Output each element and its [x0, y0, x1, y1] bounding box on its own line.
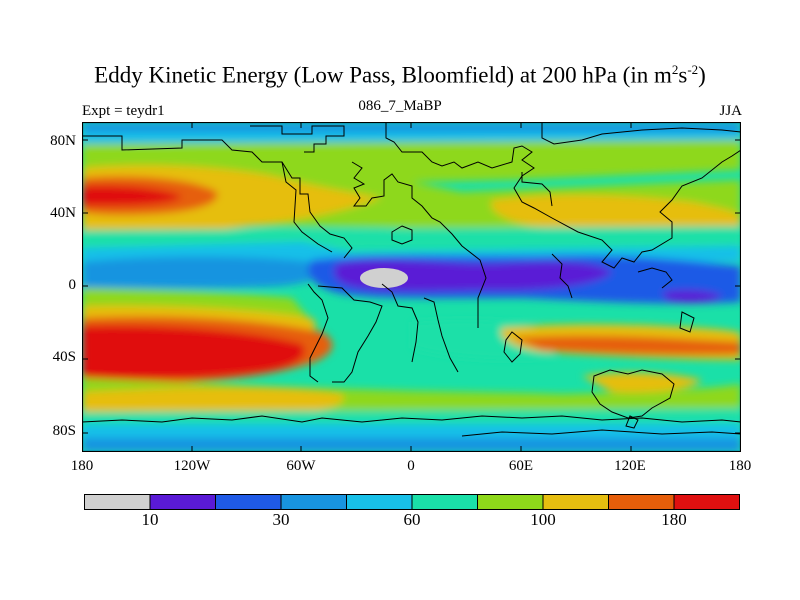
lat-tick-label: 80S [52, 423, 76, 439]
colorbar-box [542, 494, 609, 510]
lat-tick-label: 40N [50, 205, 76, 221]
axis-ticks [82, 122, 741, 452]
lon-tick-label: 180 [70, 458, 94, 474]
colorbar-label: 100 [530, 510, 556, 529]
season-label: JJA [719, 103, 742, 119]
colorbar-label: 30 [272, 510, 290, 529]
colorbar-box [608, 494, 675, 510]
colorbar-label: 60 [403, 510, 421, 529]
colorbar-box [84, 494, 151, 510]
colorbar-label: 180 [661, 510, 687, 529]
lon-tick-label: 0 [407, 458, 415, 474]
lon-tick-label: 120W [173, 458, 211, 474]
lon-tick-label: 180 [728, 458, 752, 474]
colorbar-box [411, 494, 478, 510]
experiment-label: Expt = teydr1 [82, 103, 165, 119]
colorbar-box [280, 494, 347, 510]
contour-map [82, 122, 741, 452]
colorbar-box [149, 494, 216, 510]
colorbar-label: 10 [141, 510, 159, 529]
lat-tick-label: 80N [50, 133, 76, 149]
lon-tick-label: 120E [614, 458, 646, 474]
lat-tick-label: 0 [68, 277, 77, 293]
case-label: 086_7_MaBP [358, 98, 442, 114]
lon-tick-label: 60E [508, 458, 534, 474]
colorbar-box [215, 494, 282, 510]
colorbar-box [346, 494, 413, 510]
filled-contours [82, 122, 741, 452]
minimum-contour [360, 268, 408, 288]
lon-tick-label: 60W [286, 458, 316, 474]
colorbar [84, 494, 740, 510]
colorbar-box [673, 494, 740, 510]
colorbar-box [477, 494, 544, 510]
plot-title: Eddy Kinetic Energy (Low Pass, Bloomfiel… [94, 62, 706, 88]
lat-tick-label: 40S [52, 349, 76, 365]
coastlines [82, 122, 741, 437]
